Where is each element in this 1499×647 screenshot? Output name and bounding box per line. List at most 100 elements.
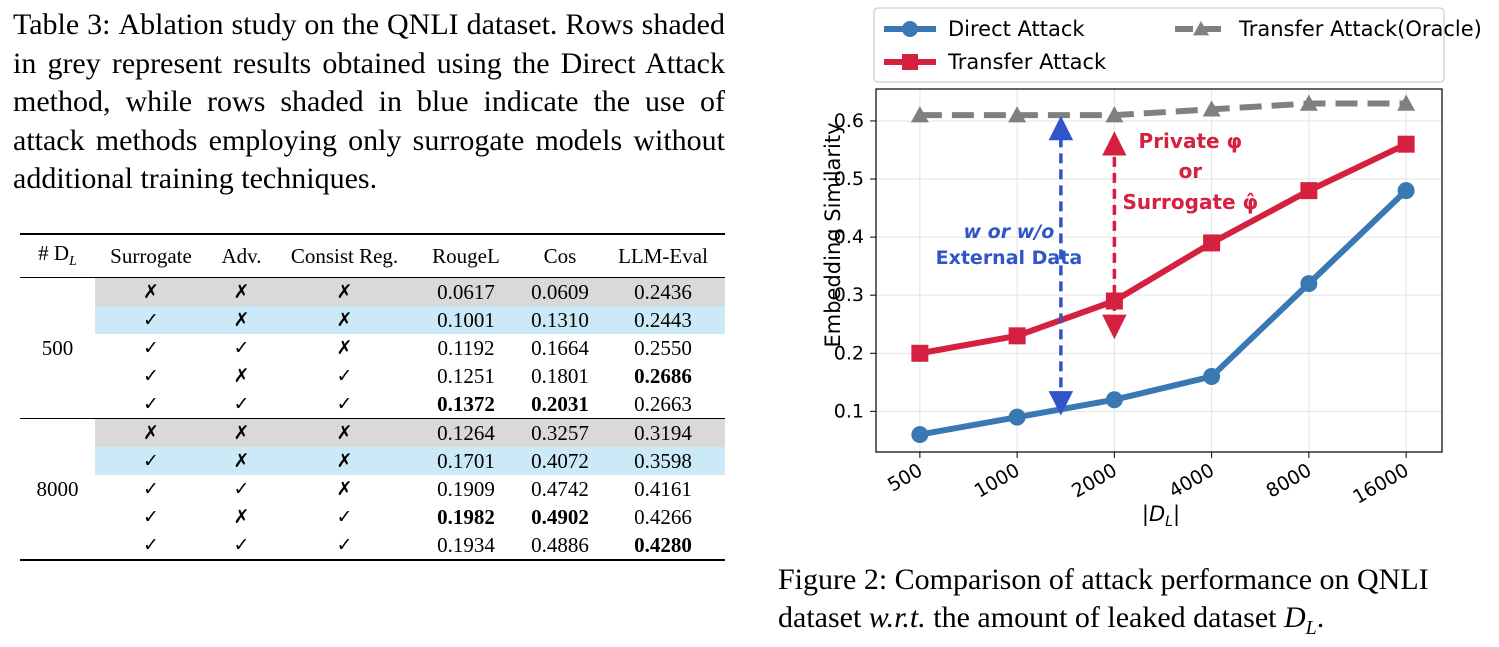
cell-adv: ✗ <box>207 306 276 334</box>
figure-caption-text-after: the amount of leaked dataset <box>933 601 1277 634</box>
table-row: ✓ ✗ ✗ 0.1701 0.4072 0.3598 <box>20 447 725 475</box>
data-point <box>911 344 929 362</box>
cell-rougeL: 0.1372 <box>437 392 495 416</box>
cell-llm: 0.2663 <box>634 392 692 416</box>
table-caption: Table 3: Ablation study on the QNLI datas… <box>13 6 725 199</box>
cell-adv: ✗ <box>233 365 250 387</box>
comparison-chart: 0.1 0.2 0.3 0.4 0.5 0.6 500 1000 2000 4000 8000 16… <box>800 0 1499 540</box>
cell-llm: 0.2436 <box>601 277 725 306</box>
chart-svg: 0.1 0.2 0.3 0.4 0.5 0.6 500 1000 2000 4000 8000 16… <box>821 7 1482 530</box>
cell-surrogate: ✓ <box>143 365 159 387</box>
cell-rougeL: 0.0617 <box>413 277 519 306</box>
x-axis-ticks: 500 1000 2000 4000 8000 16000 <box>884 452 1413 509</box>
header-rougel: RougeL <box>432 243 500 268</box>
figure-caption-text: Comparison of attack performance on QNLI… <box>778 563 1429 634</box>
header-consist-reg: Consist Reg. <box>290 243 399 268</box>
legend-box <box>873 7 1445 83</box>
cell-llm: 0.3194 <box>601 418 725 447</box>
cell-cos: 0.1664 <box>531 336 589 360</box>
cell-surrogate: ✗ <box>95 418 207 447</box>
data-point <box>902 54 918 70</box>
table-caption-text: Ablation study on the QNLI dataset. Rows… <box>13 8 725 195</box>
cell-adv: ✗ <box>207 418 276 447</box>
cell-llm: 0.2550 <box>634 336 692 360</box>
cell-consist: ✗ <box>276 447 413 475</box>
cell-cos: 0.4072 <box>519 447 601 475</box>
data-point <box>1008 106 1027 123</box>
legend-item: Transfer Attack <box>884 50 1107 74</box>
series-direct-attack <box>911 182 1415 444</box>
table-body: 500 ✗ ✗ ✗ 0.0617 0.0609 0.2436 ✓ ✗ ✗ 0.1001 0.1310 0… <box>20 277 725 560</box>
x-tick-label: 1000 <box>971 459 1024 502</box>
cell-rougeL: 0.1001 <box>413 306 519 334</box>
x-axis-label: |DL| <box>1142 502 1180 530</box>
chart-annotations: w or w/o External Data Private φ or Surrogat… <box>936 115 1259 416</box>
y-tick-label: 0.4 <box>834 226 864 248</box>
series-line <box>919 100 1407 119</box>
series-transfer-attack-oracle- <box>910 94 1416 123</box>
cell-cos: 0.3257 <box>519 418 601 447</box>
table-header-row: # DL Surrogate Adv. Consist Reg. RougeL … <box>20 234 725 278</box>
table-row: 8000 ✗ ✗ ✗ 0.1264 0.3257 0.3194 <box>20 418 725 501</box>
cell-rougeL: 0.1192 <box>437 336 495 360</box>
cell-surrogate: ✓ <box>95 306 207 334</box>
data-point <box>1008 408 1026 426</box>
cell-consist: ✗ <box>276 306 413 334</box>
cell-rougeL: 0.1251 <box>437 364 495 388</box>
cell-adv: ✓ <box>233 393 250 415</box>
table-row: ✓ ✓ ✗ 0.1192 0.1664 0.2550 <box>20 334 725 362</box>
annotation-text: External Data <box>936 247 1083 269</box>
cell-cos: 0.4886 <box>531 533 589 557</box>
cell-consist: ✓ <box>336 365 353 387</box>
x-tick-label: 8000 <box>1262 459 1315 502</box>
plot-area <box>875 88 1443 453</box>
cell-consist: ✓ <box>336 506 353 528</box>
figure-caption: Figure 2: Comparison of attack performan… <box>778 561 1490 647</box>
ablation-table: # DL Surrogate Adv. Consist Reg. RougeL … <box>20 233 725 561</box>
cell-adv: ✗ <box>233 506 250 528</box>
cell-llm: 0.4266 <box>634 505 692 529</box>
cell-surrogate: ✓ <box>143 534 159 556</box>
cell-adv: ✓ <box>233 534 250 556</box>
x-tick-label: 16000 <box>1349 459 1412 508</box>
cell-llm: 0.2443 <box>601 306 725 334</box>
cell-consist: ✗ <box>336 337 353 359</box>
cell-cos: 0.4742 <box>531 477 589 501</box>
table-caption-label: Table 3: <box>13 8 111 41</box>
cell-surrogate: ✗ <box>95 277 207 306</box>
data-point <box>1203 234 1221 252</box>
data-point <box>1397 94 1416 111</box>
legend-item: Direct Attack <box>884 17 1085 41</box>
cell-rougeL: 0.1909 <box>437 477 495 501</box>
data-point <box>1008 327 1026 345</box>
y-axis-label: Embedding Similarity <box>821 122 845 347</box>
header-adv: Adv. <box>221 243 262 268</box>
header-cos: Cos <box>543 243 577 268</box>
table-row: ✓ ✗ ✗ 0.1001 0.1310 0.2443 <box>20 306 725 334</box>
legend-label: Direct Attack <box>948 17 1085 41</box>
annotation-text: or <box>1179 159 1203 183</box>
table-row: 500 ✗ ✗ ✗ 0.0617 0.0609 0.2436 <box>20 277 725 360</box>
data-point <box>1300 275 1318 293</box>
legend-item: Transfer Attack(Oracle) <box>1175 17 1482 41</box>
data-point <box>1193 21 1209 36</box>
cell-rougeL: 0.1264 <box>413 418 519 447</box>
cell-consist: ✓ <box>336 393 353 415</box>
cell-consist: ✗ <box>276 277 413 306</box>
cell-surrogate: ✓ <box>143 506 159 528</box>
cell-adv: ✗ <box>207 447 276 475</box>
header-llm-eval: LLM-Eval <box>618 243 708 268</box>
cell-adv: ✓ <box>233 337 250 359</box>
legend-label: Transfer Attack <box>947 50 1107 74</box>
cell-cos: 0.4902 <box>531 505 589 529</box>
legend-label: Transfer Attack(Oracle) <box>1238 17 1482 41</box>
annotation-text: Surrogate φ̂ <box>1123 190 1259 214</box>
data-point <box>1105 106 1124 123</box>
header-dl: # DL <box>38 241 77 270</box>
table-row: ✓ ✗ ✓ 0.1982 0.4902 0.4266 <box>20 503 725 531</box>
cell-rougeL: 0.1701 <box>413 447 519 475</box>
series-line <box>919 141 1408 357</box>
table-row: ✓ ✓ ✓ 0.1934 0.4886 0.4280 <box>20 531 725 560</box>
x-tick-label: 2000 <box>1068 459 1121 502</box>
x-tick-label: 500 <box>884 459 926 496</box>
